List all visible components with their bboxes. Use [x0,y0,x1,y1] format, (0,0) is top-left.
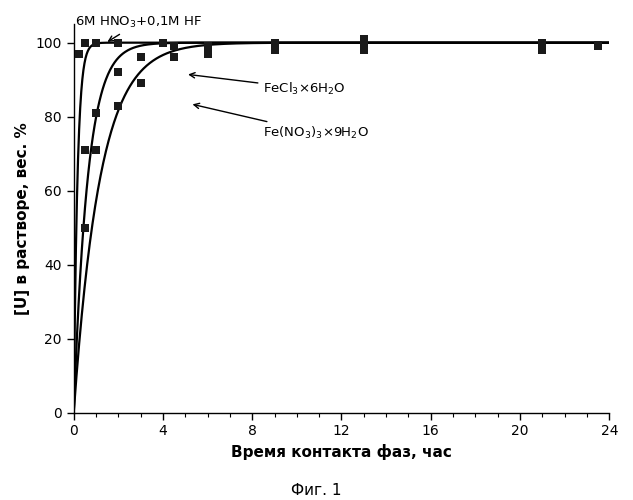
Point [113,38,123,46]
Point [91,38,101,46]
Point [91,146,101,154]
Point [203,42,213,50]
Point [593,42,603,50]
Point [359,42,369,50]
Point [537,46,548,54]
Point [359,35,369,43]
Point [80,146,90,154]
Text: FeCl$_3$$\times$6H$_2$O: FeCl$_3$$\times$6H$_2$O [190,72,346,96]
Point [203,50,213,58]
Point [537,38,548,46]
Point [359,46,369,54]
Point [169,42,179,50]
Point [537,42,548,50]
Point [270,46,280,54]
Y-axis label: [U] в растворе, вес. %: [U] в растворе, вес. % [15,122,30,315]
Point [80,224,90,232]
Text: Фиг. 1: Фиг. 1 [291,483,342,498]
Point [169,54,179,62]
Point [113,68,123,76]
Point [135,54,146,62]
Point [91,109,101,117]
Point [270,42,280,50]
Point [80,38,90,46]
Point [593,42,603,50]
Text: 6M HNO$_3$+0,1M HF: 6M HNO$_3$+0,1M HF [75,15,202,41]
X-axis label: Время контакта фаз, час: Время контакта фаз, час [231,444,452,460]
Text: Fe(NO$_3$)$_3$$\times$9H$_2$O: Fe(NO$_3$)$_3$$\times$9H$_2$O [194,104,369,141]
Point [158,38,168,46]
Point [74,50,84,58]
Point [113,102,123,110]
Point [203,42,213,50]
Point [270,38,280,46]
Point [135,80,146,88]
Point [593,40,603,48]
